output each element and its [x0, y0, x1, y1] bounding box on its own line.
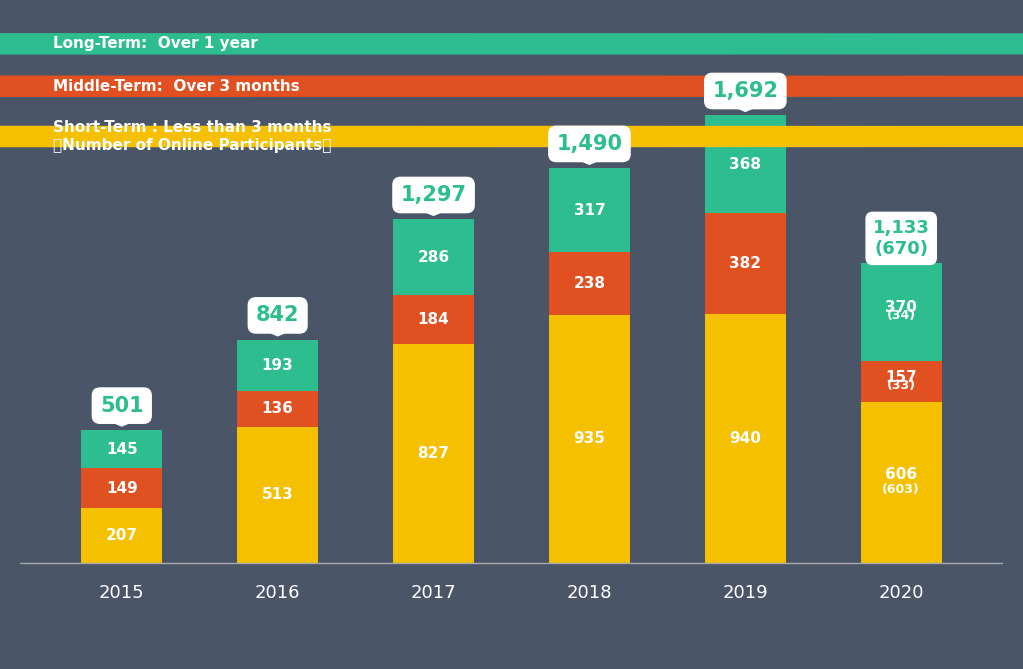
Polygon shape [109, 421, 134, 426]
Text: 193: 193 [262, 358, 294, 373]
Bar [393, 344, 474, 563]
Text: 842: 842 [256, 305, 300, 325]
Bar [860, 263, 942, 361]
Circle shape [0, 126, 1023, 147]
Bar [549, 252, 630, 315]
Text: 2016: 2016 [255, 584, 301, 601]
Text: 2020: 2020 [879, 584, 924, 601]
Text: 1,297: 1,297 [401, 185, 466, 205]
Text: (33): (33) [887, 379, 916, 392]
Text: 2017: 2017 [411, 584, 456, 601]
Text: 501: 501 [100, 395, 143, 415]
Text: 157: 157 [885, 370, 917, 385]
Text: 238: 238 [574, 276, 606, 291]
Text: 368: 368 [729, 157, 761, 171]
Bar [81, 468, 163, 508]
Bar [237, 391, 318, 427]
Text: 136: 136 [262, 401, 294, 416]
Text: 1,490: 1,490 [557, 134, 622, 154]
Polygon shape [421, 210, 446, 215]
Bar [237, 340, 318, 391]
Text: 184: 184 [417, 312, 449, 327]
Text: Middle-Term:  Over 3 months: Middle-Term: Over 3 months [53, 79, 300, 94]
Text: 940: 940 [729, 431, 761, 446]
Polygon shape [732, 106, 758, 111]
Bar [705, 115, 786, 213]
Text: 606: 606 [885, 468, 918, 482]
Text: 935: 935 [574, 432, 606, 446]
Text: 286: 286 [417, 250, 450, 265]
Bar [549, 169, 630, 252]
Bar [81, 508, 163, 563]
Polygon shape [577, 159, 602, 165]
Text: 827: 827 [417, 446, 449, 461]
Text: 513: 513 [262, 487, 294, 502]
Polygon shape [889, 254, 914, 259]
Text: 370: 370 [885, 300, 918, 315]
Text: 2019: 2019 [722, 584, 768, 601]
Polygon shape [265, 330, 291, 336]
Bar [705, 213, 786, 314]
Circle shape [0, 76, 1023, 96]
Text: Long-Term:  Over 1 year: Long-Term: Over 1 year [53, 36, 258, 52]
Text: 207: 207 [105, 528, 138, 543]
Text: 2015: 2015 [99, 584, 144, 601]
Bar [81, 430, 163, 468]
Bar [860, 361, 942, 402]
Text: (34): (34) [887, 310, 916, 322]
Text: 317: 317 [574, 203, 606, 217]
Text: 2018: 2018 [567, 584, 612, 601]
Text: 382: 382 [729, 256, 761, 271]
Text: 1,133
(670): 1,133 (670) [873, 219, 930, 258]
Bar [237, 427, 318, 563]
Bar [393, 295, 474, 344]
Text: 145: 145 [106, 442, 138, 457]
Bar [860, 402, 942, 563]
Text: 149: 149 [106, 480, 138, 496]
Text: Short-Term : Less than 3 months
（Number of Online Participants）: Short-Term : Less than 3 months （Number … [53, 120, 331, 153]
Text: (603): (603) [883, 483, 920, 496]
Bar [549, 315, 630, 563]
Bar [705, 314, 786, 563]
Text: 1,692: 1,692 [712, 81, 779, 101]
Bar [393, 219, 474, 295]
Circle shape [0, 34, 1023, 54]
